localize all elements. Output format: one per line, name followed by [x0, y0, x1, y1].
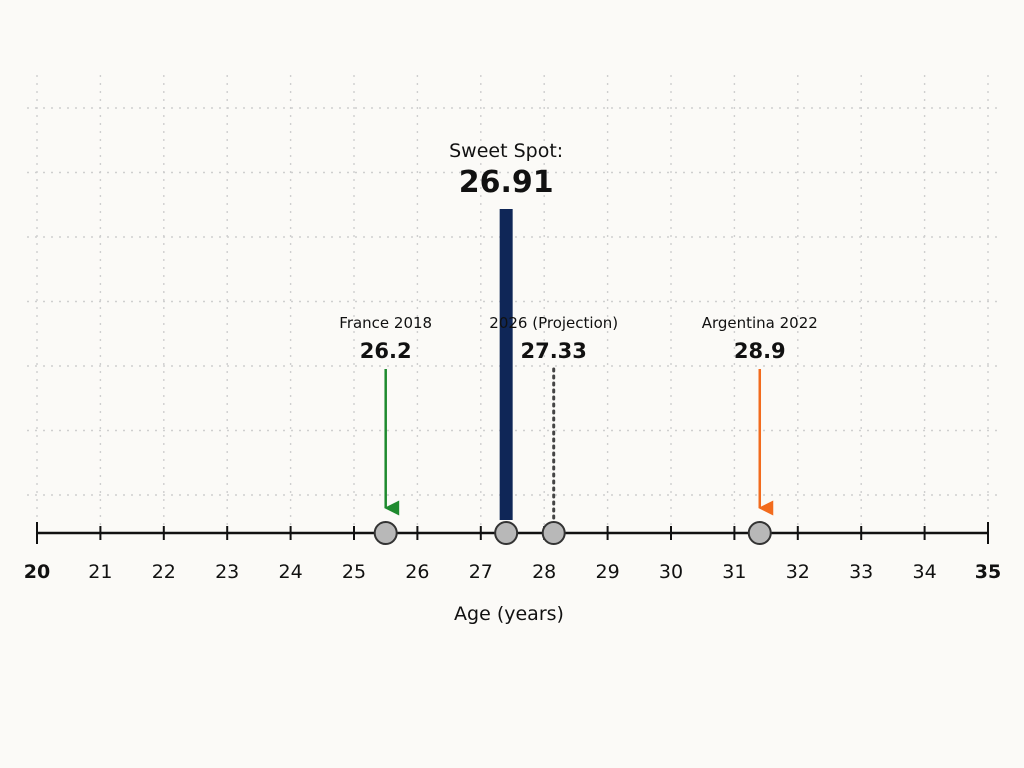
data-points: [373, 521, 772, 545]
projection-2026-value: 27.33: [520, 339, 586, 363]
markers: [384, 209, 774, 520]
sweet-spot-label: Sweet Spot:: [449, 140, 563, 162]
x-tick-label: 31: [722, 561, 746, 583]
x-tick-label: 34: [913, 561, 937, 583]
argentina-2022-point: [747, 521, 772, 545]
x-tick-label: 24: [279, 561, 303, 583]
sweet-spot-point: [494, 521, 519, 545]
x-tick-label: 33: [849, 561, 873, 583]
x-tick-label: 29: [596, 561, 620, 583]
x-tick-label: 25: [342, 561, 366, 583]
x-tick-label: 23: [215, 561, 239, 583]
x-tick-label: 30: [659, 561, 683, 583]
france-2018-point: [373, 521, 398, 545]
argentina-2022-label: Argentina 2022: [702, 314, 818, 332]
projection-2026-label: 2026 (Projection): [489, 314, 618, 332]
sweet-spot-value: 26.91: [459, 165, 554, 200]
x-tick-label: 22: [152, 561, 176, 583]
grid: [27, 75, 1003, 525]
x-tick-label: 20: [24, 561, 50, 583]
x-tick-label: 21: [88, 561, 112, 583]
sweet-spot-bar: [499, 209, 513, 520]
annotation-labels: Sweet Spot: 26.91 France 2018 26.2 2026 (Pro…: [339, 140, 818, 363]
x-axis-title: Age (years): [454, 603, 564, 625]
x-tick-label: 26: [405, 561, 429, 583]
x-tick-label: 28: [532, 561, 556, 583]
x-tick-label: 35: [975, 561, 1001, 583]
projection-2026-point: [541, 521, 566, 545]
france-2018-value: 26.2: [360, 339, 412, 363]
x-tick-label: 32: [786, 561, 810, 583]
france-2018-label: France 2018: [339, 314, 432, 332]
argentina-2022-value: 28.9: [734, 339, 786, 363]
x-tick-label: 27: [469, 561, 493, 583]
